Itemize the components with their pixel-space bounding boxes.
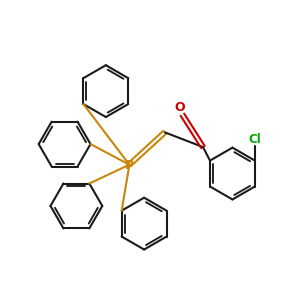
- Text: O: O: [174, 101, 185, 114]
- Text: P: P: [125, 159, 134, 172]
- Text: Cl: Cl: [248, 133, 261, 146]
